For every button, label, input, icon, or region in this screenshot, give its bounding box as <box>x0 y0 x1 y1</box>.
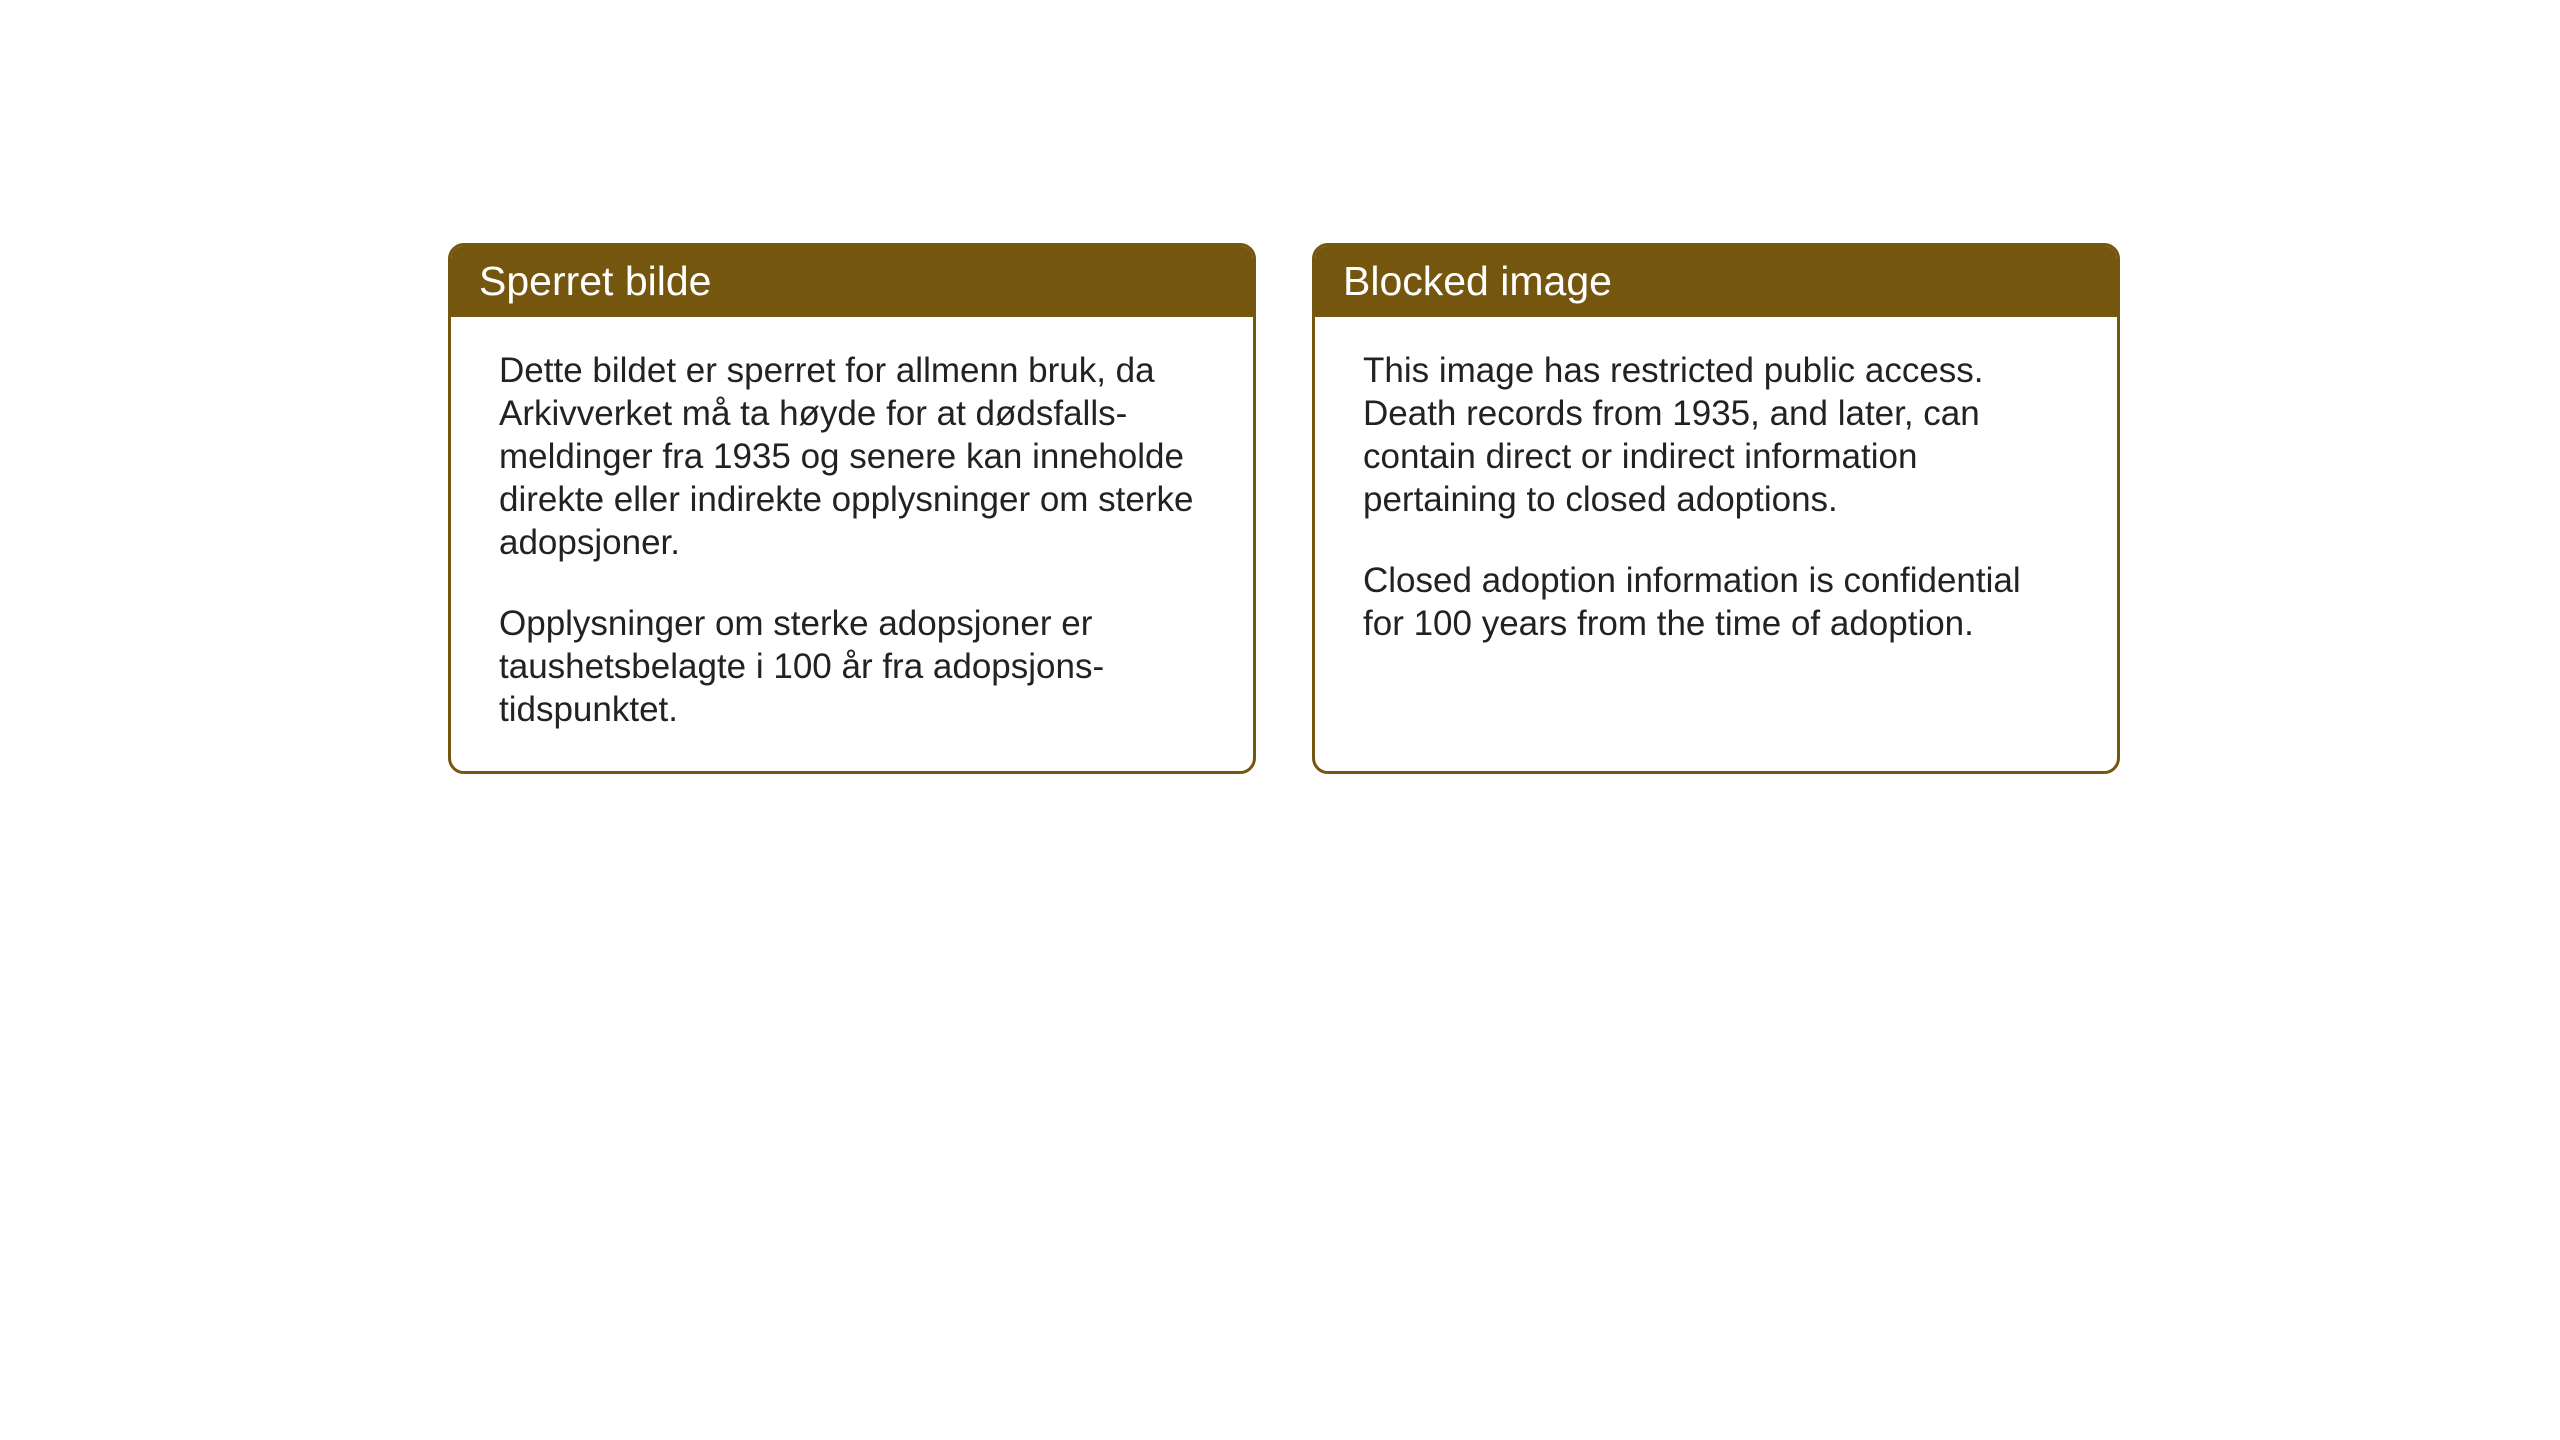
english-paragraph-2: Closed adoption information is confident… <box>1363 559 2069 645</box>
norwegian-card-title: Sperret bilde <box>451 246 1253 317</box>
norwegian-info-card: Sperret bilde Dette bildet er sperret fo… <box>448 243 1256 774</box>
norwegian-paragraph-2: Opplysninger om sterke adopsjoner er tau… <box>499 602 1205 731</box>
english-info-card: Blocked image This image has restricted … <box>1312 243 2120 774</box>
norwegian-paragraph-1: Dette bildet er sperret for allmenn bruk… <box>499 349 1205 564</box>
english-card-title: Blocked image <box>1315 246 2117 317</box>
english-paragraph-1: This image has restricted public access.… <box>1363 349 2069 521</box>
info-cards-container: Sperret bilde Dette bildet er sperret fo… <box>448 243 2120 774</box>
norwegian-card-body: Dette bildet er sperret for allmenn bruk… <box>451 317 1253 771</box>
english-card-body: This image has restricted public access.… <box>1315 317 2117 747</box>
